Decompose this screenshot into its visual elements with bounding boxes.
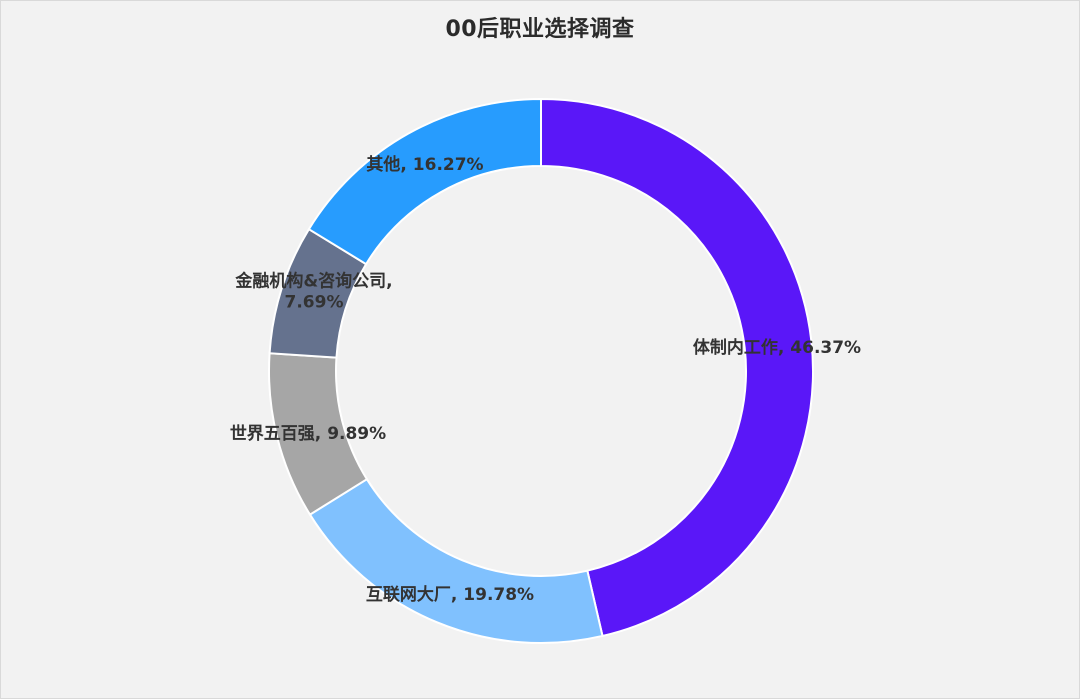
donut-slice-5 [307,97,542,266]
slice-label-1: 体制内工作, 46.37% [693,337,861,358]
slice-label-4: 金融机构&咨询公司, 7.69% [234,271,392,313]
slice-label-3: 世界五百强, 9.89% [230,424,386,444]
slice-label-5: 其他, 16.27% [366,154,483,175]
chart-title: 00后职业选择调查 [445,17,635,42]
donut-slice-1 [540,97,814,638]
slice-label-2: 互联网大厂, 19.78% [366,584,534,605]
donut-slice-2 [308,477,604,644]
